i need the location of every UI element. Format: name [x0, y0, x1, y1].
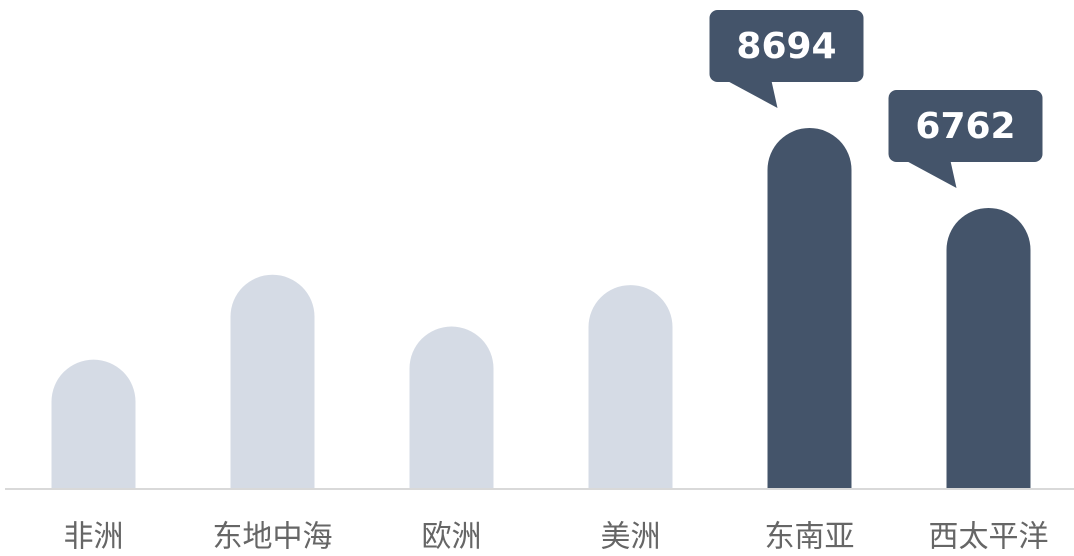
value-label: 6762 [915, 106, 1015, 147]
bar [588, 285, 673, 488]
x-tick-label: 东南亚 [765, 520, 855, 555]
bar [230, 274, 315, 488]
bar [767, 128, 852, 489]
callout-tail [727, 81, 778, 108]
x-tick-label: 欧洲 [422, 520, 482, 555]
x-tick-label: 非洲 [64, 520, 124, 555]
bar [51, 359, 136, 488]
bar [409, 326, 494, 488]
bar [946, 208, 1031, 488]
value-label: 8694 [736, 26, 836, 67]
x-tick-label: 美洲 [601, 520, 661, 555]
callout-box [709, 10, 864, 82]
callout-tail [906, 161, 957, 188]
x-tick-label: 东地中海 [213, 520, 333, 555]
x-tick-label: 西太平洋 [929, 520, 1049, 555]
callout-box [888, 90, 1043, 162]
